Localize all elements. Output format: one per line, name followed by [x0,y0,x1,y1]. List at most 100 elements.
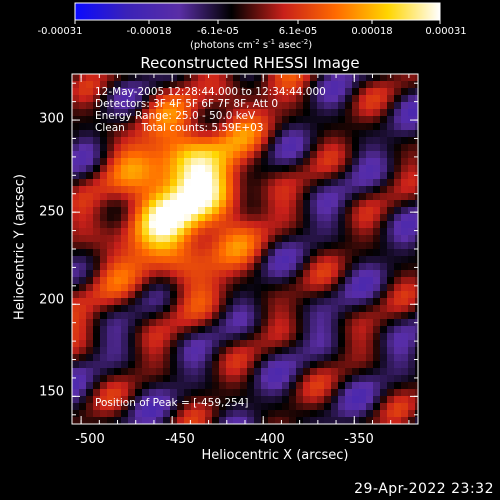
heatmap-cell [212,207,219,214]
heatmap-cell [254,249,261,256]
heatmap-cell [219,228,226,235]
heatmap-cell [86,123,93,130]
heatmap-cell [233,347,240,354]
heatmap-cell [317,242,324,249]
heatmap-cell [212,347,219,354]
heatmap-cell [149,361,156,368]
heatmap-cell [380,270,387,277]
heatmap-cell [387,263,394,270]
heatmap-cell [233,410,240,417]
heatmap-cell [408,144,415,151]
heatmap-cell [268,179,275,186]
heatmap-cell [72,277,79,284]
heatmap-cell [338,263,345,270]
heatmap-cell [135,319,142,326]
heatmap-cell [282,347,289,354]
heatmap-cell [345,207,352,214]
heatmap-cell [296,326,303,333]
heatmap-cell [198,368,205,375]
heatmap-cell [93,347,100,354]
heatmap-cell [121,137,128,144]
heatmap-cell [317,179,324,186]
heatmap-cell [317,116,324,123]
heatmap-cell [352,277,359,284]
heatmap-cell [394,333,401,340]
heatmap-cell [240,389,247,396]
heatmap-cell [107,158,114,165]
heatmap-cell [324,186,331,193]
heatmap-cell [247,144,254,151]
heatmap-cell [303,312,310,319]
heatmap-cell [177,186,184,193]
heatmap-cell [72,214,79,221]
heatmap-cell [324,389,331,396]
heatmap-cell [401,403,408,410]
heatmap-cell [142,116,149,123]
timestamp: 29-Apr-2022 23:32 [354,481,494,497]
heatmap-cell [219,109,226,116]
heatmap-cell [205,403,212,410]
heatmap-cell [345,305,352,312]
heatmap-cell [275,123,282,130]
heatmap-cell [415,242,418,249]
heatmap-cell [310,403,317,410]
heatmap-cell [226,410,233,417]
heatmap-cell [359,305,366,312]
heatmap-cell [135,410,142,417]
heatmap-cell [170,333,177,340]
heatmap-cell [247,95,254,102]
heatmap-cell [373,137,380,144]
heatmap-cell [338,179,345,186]
heatmap-cell [177,137,184,144]
heatmap-cell [149,228,156,235]
heatmap-cell [149,123,156,130]
heatmap-cell [142,137,149,144]
y-tick-label: 300 [39,111,64,127]
heatmap-cell [380,326,387,333]
heatmap-cell [331,333,338,340]
heatmap-cell [107,102,114,109]
heatmap-cell [233,312,240,319]
heatmap-cell [107,410,114,417]
heatmap-cell [226,193,233,200]
heatmap-cell [296,200,303,207]
heatmap-cell [275,319,282,326]
heatmap-cell [254,340,261,347]
heatmap-cell [331,263,338,270]
x-tick-label: -500 [75,432,105,447]
heatmap-cell [177,270,184,277]
heatmap-cell [233,144,240,151]
heatmap-cell [79,417,86,424]
heatmap-cell [142,165,149,172]
heatmap-cell [86,396,93,403]
heatmap-cell [387,179,394,186]
heatmap-cell [233,130,240,137]
heatmap-cell [352,193,359,200]
heatmap-cell [268,109,275,116]
heatmap-cell [345,270,352,277]
heatmap-cell [114,284,121,291]
heatmap-cell [142,172,149,179]
heatmap-cell [275,235,282,242]
heatmap-cell [121,354,128,361]
heatmap-cell [212,333,219,340]
heatmap-cell [261,137,268,144]
heatmap-cell [233,109,240,116]
heatmap-cell [380,256,387,263]
heatmap-cell [156,333,163,340]
heatmap-cell [373,347,380,354]
heatmap-cell [135,81,142,88]
heatmap-cell [121,382,128,389]
heatmap-cell [317,137,324,144]
heatmap-cell [79,270,86,277]
heatmap-cell [282,228,289,235]
heatmap-cell [156,116,163,123]
heatmap-cell [114,291,121,298]
heatmap-cell [121,396,128,403]
heatmap-cell [107,235,114,242]
heatmap-cell [373,130,380,137]
heatmap-cell [275,256,282,263]
heatmap-cell [310,221,317,228]
heatmap-cell [142,396,149,403]
heatmap-cell [72,361,79,368]
